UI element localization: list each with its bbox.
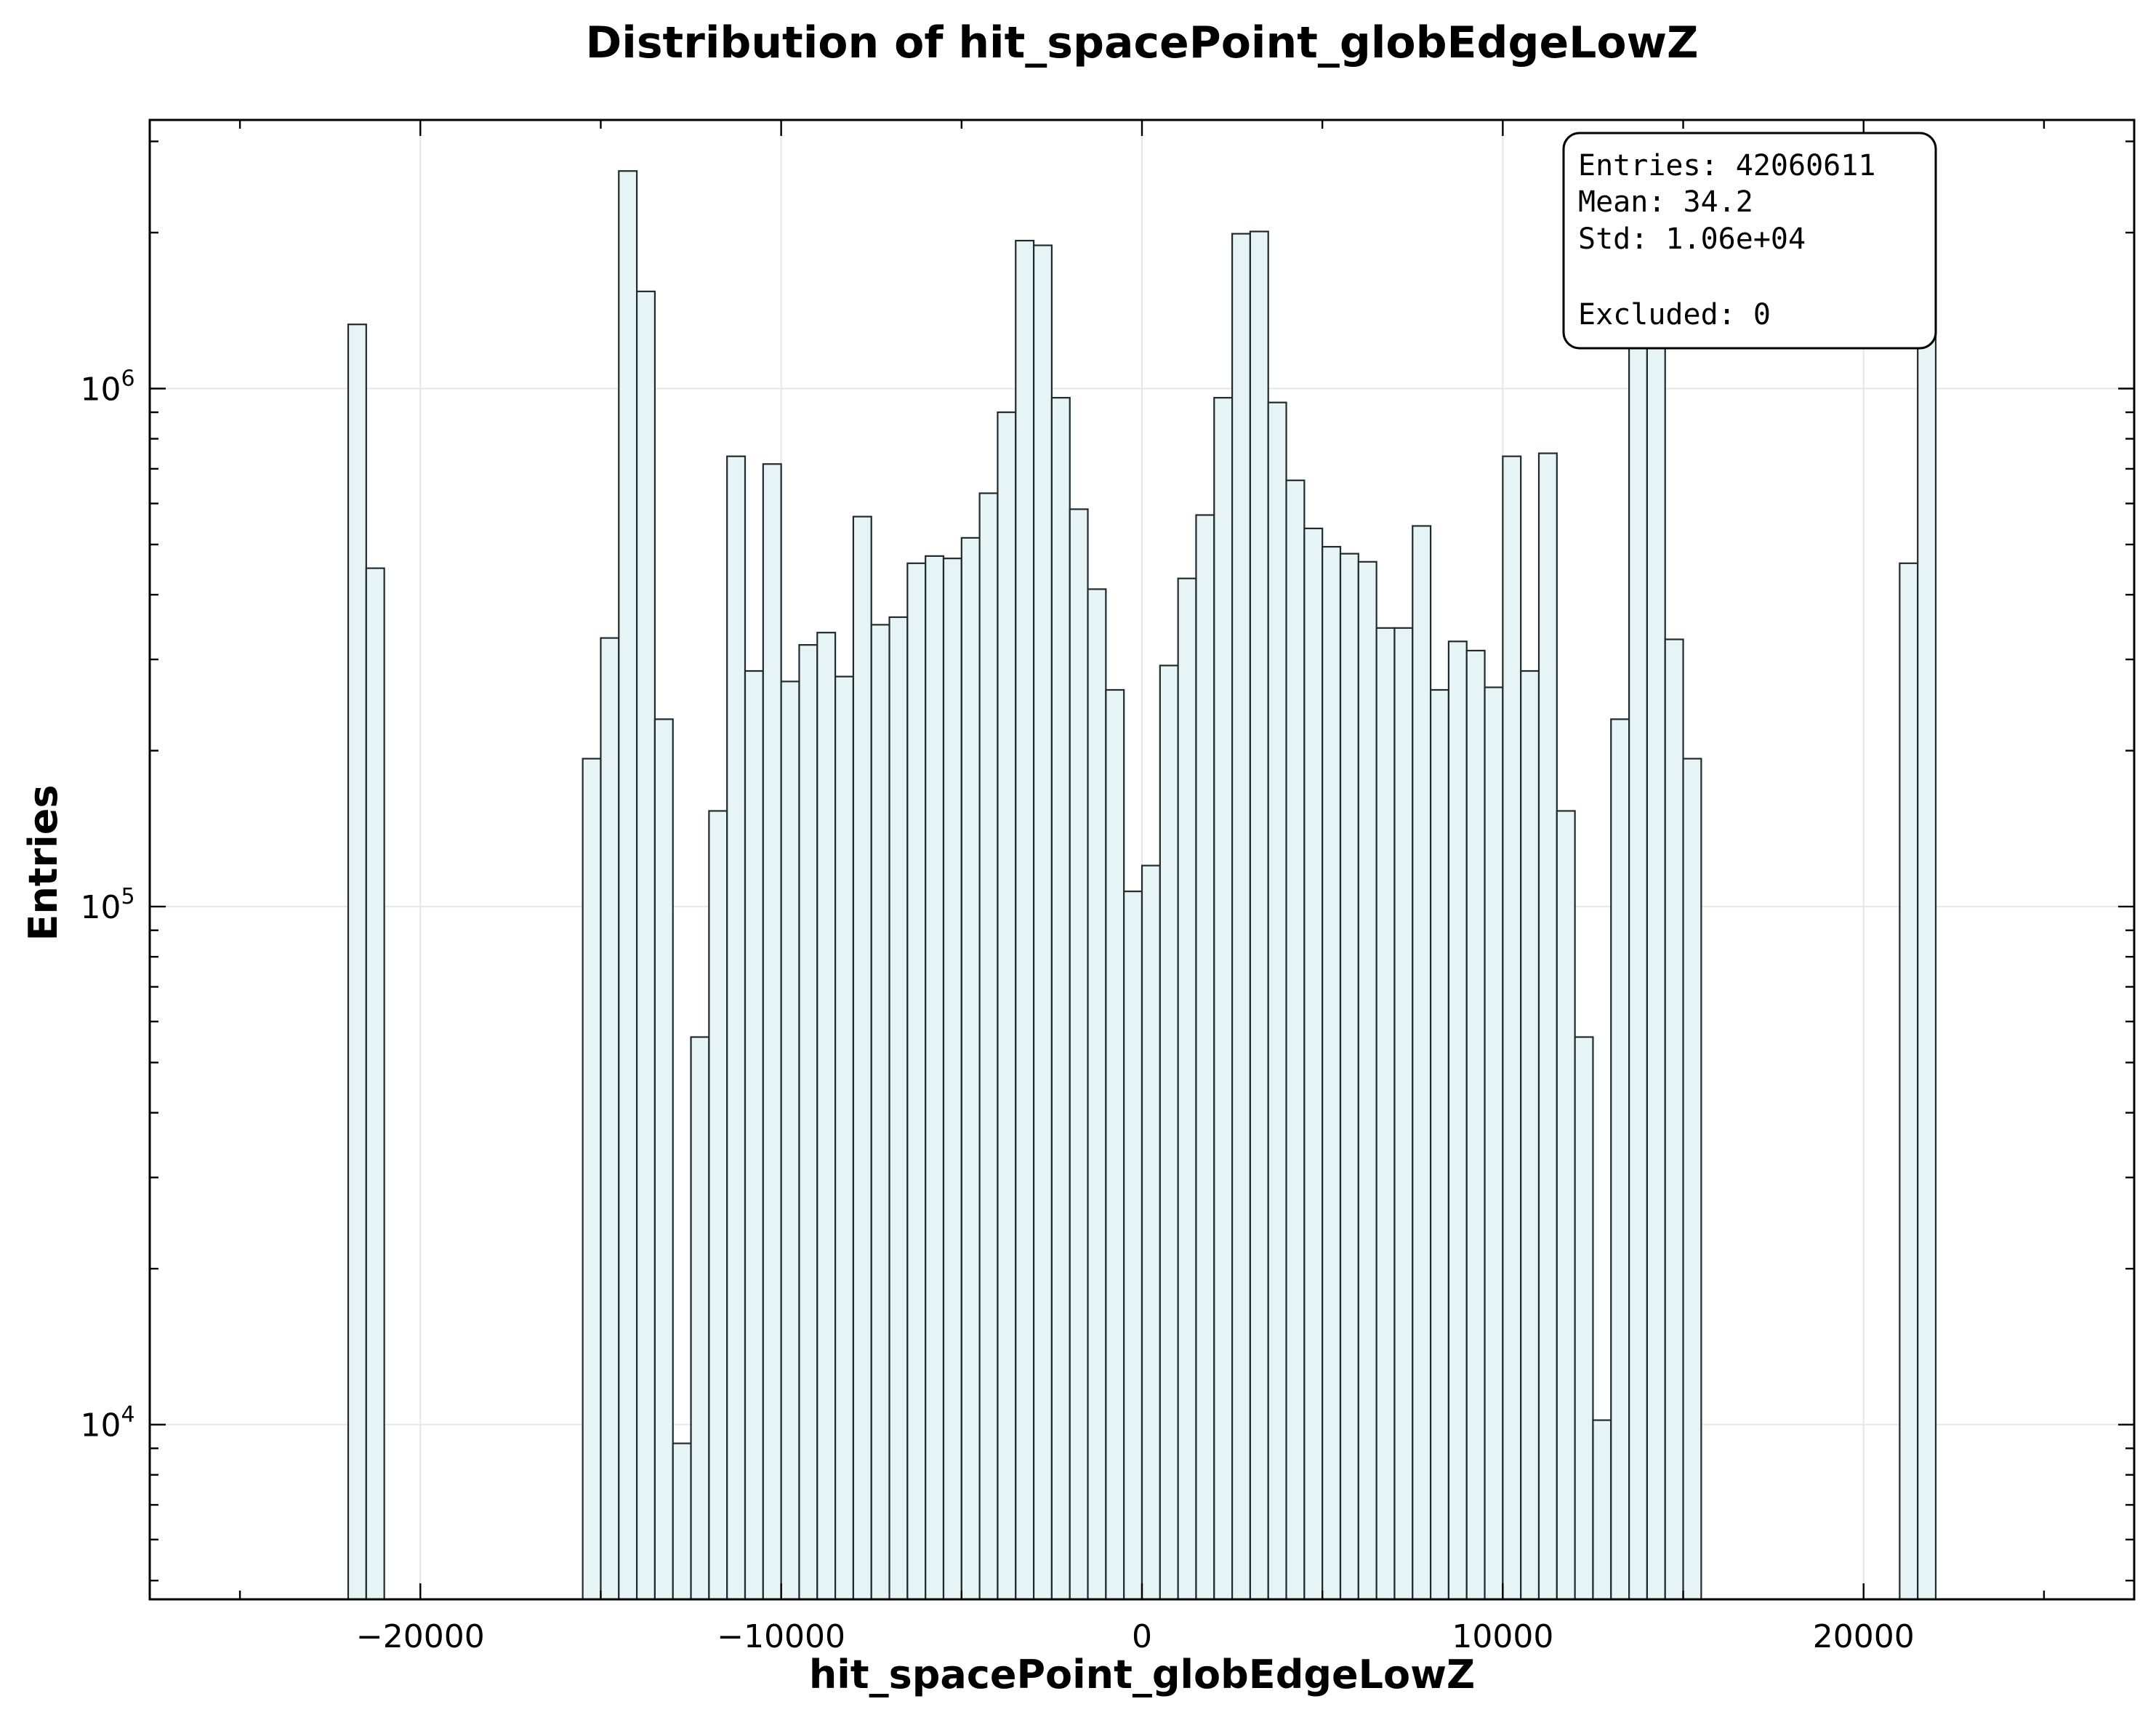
histogram-bar bbox=[1231, 233, 1252, 1601]
stats-excluded: Excluded: 0 bbox=[1578, 298, 1771, 331]
histogram-bar bbox=[1105, 688, 1125, 1601]
x-tick-label: −10000 bbox=[717, 1618, 845, 1655]
stats-entries: Entries: 42060611 bbox=[1578, 149, 1875, 182]
histogram-bar bbox=[1610, 718, 1630, 1601]
y-tick-label: 106 bbox=[80, 366, 134, 408]
histogram-bar bbox=[708, 810, 728, 1601]
histogram-bar bbox=[1339, 552, 1359, 1601]
histogram-bar bbox=[1177, 577, 1197, 1601]
histogram-bar bbox=[1050, 397, 1071, 1601]
histogram-bar bbox=[1556, 810, 1576, 1601]
histogram-bar bbox=[347, 323, 367, 1601]
histogram-bar bbox=[1682, 757, 1702, 1601]
histogram-bar bbox=[1537, 452, 1558, 1601]
histogram-bar bbox=[1917, 325, 1937, 1601]
histogram-bar bbox=[1195, 514, 1215, 1601]
histogram-bar bbox=[1646, 171, 1666, 1601]
histogram-bar bbox=[1267, 401, 1287, 1601]
axis-ticks bbox=[150, 120, 2134, 1599]
x-tick-labels: −20000 −10000 0 10000 20000 bbox=[356, 1618, 1915, 1655]
histogram-bar bbox=[762, 463, 782, 1601]
histogram-bar bbox=[1303, 527, 1324, 1601]
histogram-bar bbox=[635, 290, 656, 1601]
histogram-bar bbox=[888, 616, 909, 1601]
histogram-bar bbox=[1322, 546, 1342, 1601]
y-axis-label: Entries bbox=[20, 784, 66, 941]
histogram-bar bbox=[1159, 664, 1179, 1601]
histogram-bar bbox=[726, 455, 747, 1601]
histogram-bar bbox=[1502, 455, 1522, 1601]
histogram-bar bbox=[1375, 627, 1396, 1601]
chart-title: Distribution of hit_spacePoint_globEdgeL… bbox=[585, 17, 1698, 68]
histogram-bar bbox=[1069, 508, 1089, 1601]
y-tick-label: 104 bbox=[80, 1402, 134, 1444]
histogram-bar bbox=[1664, 638, 1684, 1601]
histogram-bar bbox=[1285, 479, 1306, 1601]
histogram-bar bbox=[997, 411, 1017, 1601]
histogram-bar bbox=[618, 170, 638, 1601]
histogram-bar bbox=[978, 492, 999, 1601]
histogram-bar bbox=[780, 680, 800, 1601]
histogram-bar bbox=[1429, 688, 1450, 1601]
histogram-bar bbox=[1141, 864, 1161, 1601]
x-tick-label: 0 bbox=[1132, 1618, 1152, 1655]
histogram-bar bbox=[744, 670, 764, 1601]
histogram-bar bbox=[798, 644, 818, 1601]
histogram-bar bbox=[852, 515, 872, 1601]
histogram-bar bbox=[672, 1442, 692, 1601]
histogram-bar bbox=[1520, 670, 1540, 1601]
y-tick-labels: 104 105 106 bbox=[80, 366, 134, 1444]
histogram-bar bbox=[1213, 397, 1234, 1601]
histogram-bar bbox=[582, 757, 602, 1601]
histogram-bar bbox=[1628, 290, 1649, 1601]
stats-box-frame bbox=[1562, 132, 1937, 350]
histogram-bar bbox=[1032, 244, 1053, 1601]
histogram-bar bbox=[834, 675, 855, 1601]
histogram-bar bbox=[1412, 525, 1432, 1601]
histogram-bar bbox=[925, 555, 945, 1601]
histogram-bars bbox=[347, 170, 1937, 1601]
histogram-bar bbox=[1465, 649, 1486, 1601]
histogram-bar bbox=[690, 1036, 710, 1601]
y-tick-label: 105 bbox=[80, 884, 134, 926]
histogram-bar bbox=[365, 567, 385, 1601]
histogram-bar bbox=[960, 537, 981, 1601]
histogram-bar bbox=[600, 637, 620, 1601]
histogram-bar bbox=[1357, 560, 1377, 1601]
histogram-bar bbox=[942, 558, 962, 1601]
histogram-bar bbox=[1123, 891, 1143, 1601]
plot-frame bbox=[148, 118, 2136, 1601]
stats-box: Entries: 42060611 Mean: 34.2 Std: 1.06e+… bbox=[1562, 132, 1937, 350]
histogram-bar bbox=[1484, 686, 1504, 1601]
histogram-bar bbox=[1393, 627, 1414, 1601]
histogram-bar bbox=[653, 718, 674, 1601]
histogram-bar bbox=[1447, 640, 1468, 1601]
x-tick-label: 20000 bbox=[1813, 1618, 1915, 1655]
histogram-bar bbox=[1899, 562, 1919, 1601]
stats-std: Std: 1.06e+04 bbox=[1578, 222, 1806, 256]
histogram-bar bbox=[1574, 1036, 1594, 1601]
histogram-bar bbox=[870, 624, 890, 1601]
x-tick-label: 10000 bbox=[1452, 1618, 1553, 1655]
stats-mean: Mean: 34.2 bbox=[1578, 185, 1753, 219]
histogram-bar bbox=[906, 562, 927, 1601]
x-tick-label: −20000 bbox=[356, 1618, 485, 1655]
histogram-bar bbox=[1015, 239, 1035, 1601]
x-axis-label: hit_spacePoint_globEdgeLowZ bbox=[809, 1652, 1475, 1697]
histogram-bar bbox=[1249, 230, 1269, 1601]
histogram-bar bbox=[1592, 1419, 1612, 1601]
histogram-bar bbox=[816, 632, 837, 1601]
histogram-bar bbox=[1087, 588, 1107, 1601]
